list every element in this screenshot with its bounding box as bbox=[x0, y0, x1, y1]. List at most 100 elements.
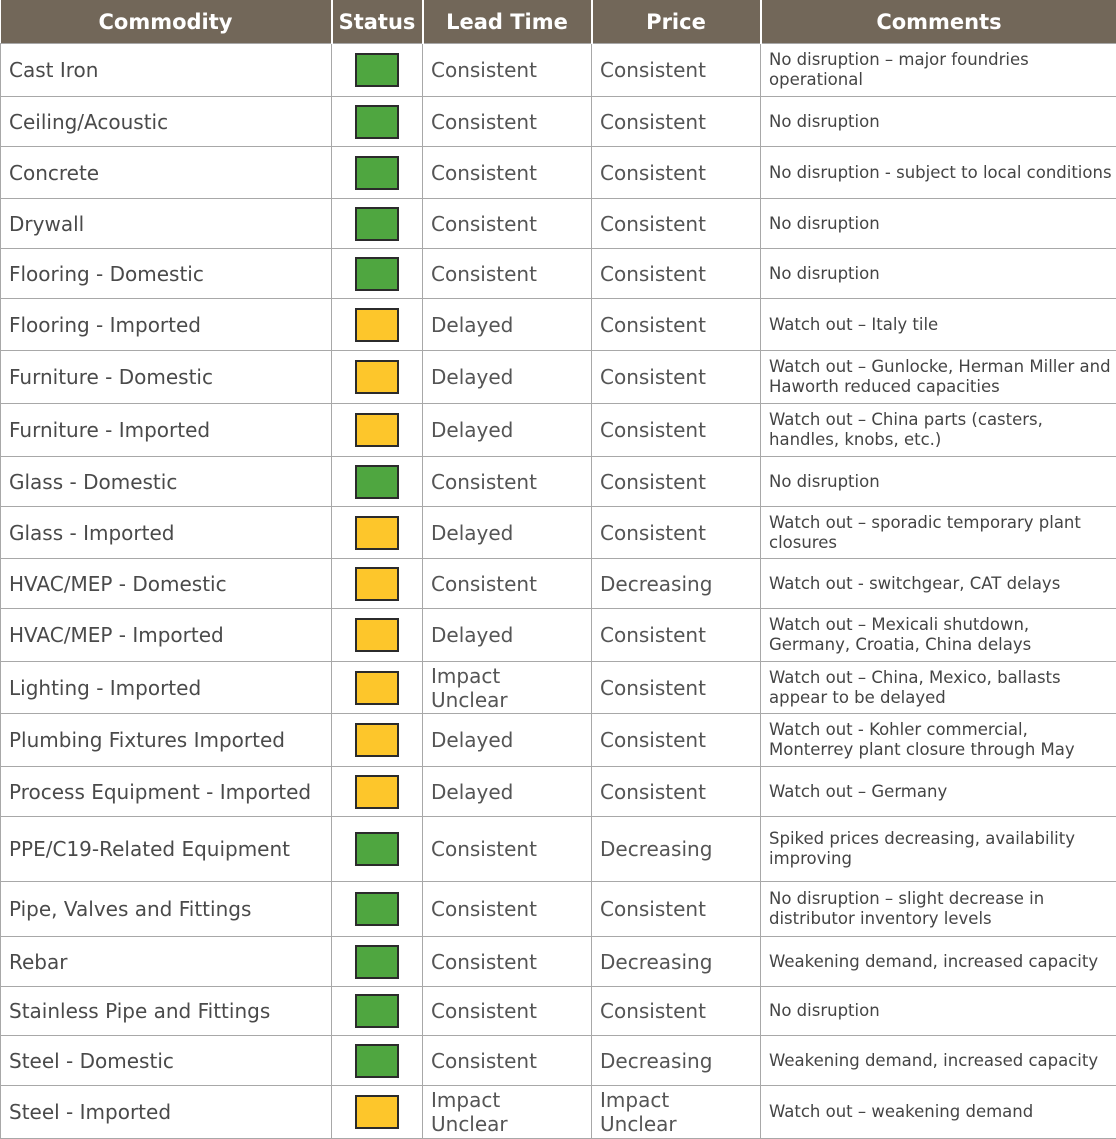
status-cell bbox=[331, 506, 423, 559]
commodity-cell: HVAC/MEP - Imported bbox=[0, 608, 332, 662]
table-row: Plumbing Fixtures Imported Delayed Consist… bbox=[0, 713, 1116, 767]
status-indicator bbox=[355, 515, 399, 550]
lead-time-cell: Impact Unclear bbox=[422, 661, 592, 714]
lead-time-cell: Consistent bbox=[422, 146, 592, 199]
comments-cell: Watch out - Kohler commercial, Monterrey… bbox=[760, 713, 1116, 767]
status-cell bbox=[331, 816, 423, 882]
comments-cell: No disruption bbox=[760, 986, 1116, 1036]
status-indicator bbox=[355, 892, 399, 926]
status-indicator bbox=[355, 206, 399, 241]
comments-cell: No disruption – major foundries operatio… bbox=[760, 43, 1116, 97]
status-cell bbox=[331, 881, 423, 937]
commodity-cell: Furniture - Domestic bbox=[0, 350, 332, 404]
commodity-cell: Furniture - Imported bbox=[0, 403, 332, 457]
column-header: Status bbox=[331, 0, 424, 44]
price-cell: Consistent bbox=[591, 506, 761, 559]
status-indicator bbox=[355, 155, 399, 190]
lead-time-cell: Consistent bbox=[422, 248, 592, 299]
comments-cell: No disruption bbox=[760, 96, 1116, 147]
lead-time-cell: Consistent bbox=[422, 96, 592, 147]
price-cell: Decreasing bbox=[591, 558, 761, 609]
status-cell bbox=[331, 1085, 423, 1139]
lead-time-cell: Consistent bbox=[422, 43, 592, 97]
lead-time-cell: Consistent bbox=[422, 881, 592, 937]
commodity-cell: Plumbing Fixtures Imported bbox=[0, 713, 332, 767]
status-cell bbox=[331, 986, 423, 1036]
status-cell bbox=[331, 198, 423, 249]
table-row: Concrete Consistent Consistent No disruptio… bbox=[0, 146, 1116, 199]
header-row: Commodity Status Lead Time Price Comments bbox=[0, 0, 1116, 44]
status-indicator bbox=[355, 104, 399, 139]
lead-time-cell: Consistent bbox=[422, 816, 592, 882]
table-row: Ceiling/Acoustic Consistent Consistent No d… bbox=[0, 96, 1116, 147]
lead-time-cell: Consistent bbox=[422, 456, 592, 507]
table-row: Glass - Domestic Consistent Consistent No d… bbox=[0, 456, 1116, 507]
table-row: HVAC/MEP - Imported Delayed Consistent Watc… bbox=[0, 608, 1116, 662]
commodity-cell: Cast Iron bbox=[0, 43, 332, 97]
status-cell bbox=[331, 248, 423, 299]
table-row: Pipe, Valves and Fittings Consistent Consi… bbox=[0, 881, 1116, 937]
price-cell: Consistent bbox=[591, 986, 761, 1036]
lead-time-cell: Delayed bbox=[422, 298, 592, 351]
commodity-cell: Concrete bbox=[0, 146, 332, 199]
table-row: Process Equipment - Imported Delayed Consi… bbox=[0, 766, 1116, 817]
comments-cell: Weakening demand, increased capacity bbox=[760, 1035, 1116, 1086]
table-row: Flooring - Imported Delayed Consistent Watc… bbox=[0, 298, 1116, 351]
lead-time-cell: Delayed bbox=[422, 350, 592, 404]
status-indicator bbox=[355, 53, 399, 87]
commodity-cell: Drywall bbox=[0, 198, 332, 249]
commodity-cell: HVAC/MEP - Domestic bbox=[0, 558, 332, 609]
commodity-cell: Steel - Domestic bbox=[0, 1035, 332, 1086]
status-indicator bbox=[355, 566, 399, 601]
table-row: Furniture - Domestic Delayed Consistent Wat… bbox=[0, 350, 1116, 404]
status-indicator bbox=[355, 670, 399, 705]
comments-cell: No disruption – slight decrease in distr… bbox=[760, 881, 1116, 937]
commodity-cell: Process Equipment - Imported bbox=[0, 766, 332, 817]
status-indicator bbox=[355, 307, 399, 342]
comments-cell: Watch out - switchgear, CAT delays bbox=[760, 558, 1116, 609]
price-cell: Consistent bbox=[591, 248, 761, 299]
lead-time-cell: Delayed bbox=[422, 506, 592, 559]
commodity-cell: Ceiling/Acoustic bbox=[0, 96, 332, 147]
lead-time-cell: Delayed bbox=[422, 608, 592, 662]
commodity-cell: Stainless Pipe and Fittings bbox=[0, 986, 332, 1036]
status-cell bbox=[331, 558, 423, 609]
status-cell bbox=[331, 298, 423, 351]
table-row: Stainless Pipe and Fittings Consistent Con… bbox=[0, 986, 1116, 1036]
status-indicator bbox=[355, 256, 399, 291]
price-cell: Consistent bbox=[591, 766, 761, 817]
price-cell: Decreasing bbox=[591, 936, 761, 987]
commodity-cell: PPE/C19-Related Equipment bbox=[0, 816, 332, 882]
status-indicator bbox=[355, 360, 399, 394]
table-body: Cast Iron Consistent Consistent No disrupti… bbox=[0, 43, 1116, 1139]
status-cell bbox=[331, 608, 423, 662]
lead-time-cell: Consistent bbox=[422, 986, 592, 1036]
status-cell bbox=[331, 936, 423, 987]
lead-time-cell: Delayed bbox=[422, 713, 592, 767]
comments-cell: No disruption bbox=[760, 248, 1116, 299]
price-cell: Consistent bbox=[591, 298, 761, 351]
price-cell: Impact Unclear bbox=[591, 1085, 761, 1139]
price-cell: Consistent bbox=[591, 661, 761, 714]
table-row: PPE/C19-Related Equipment Consistent Decre… bbox=[0, 816, 1116, 882]
table-row: Rebar Consistent Decreasing Weakening deman… bbox=[0, 936, 1116, 987]
lead-time-cell: Consistent bbox=[422, 936, 592, 987]
price-cell: Consistent bbox=[591, 96, 761, 147]
status-indicator bbox=[355, 723, 399, 757]
status-indicator bbox=[355, 774, 399, 809]
price-cell: Decreasing bbox=[591, 1035, 761, 1086]
commodity-cell: Steel - Imported bbox=[0, 1085, 332, 1139]
status-cell bbox=[331, 403, 423, 457]
table-row: HVAC/MEP - Domestic Consistent Decreasing W… bbox=[0, 558, 1116, 609]
commodity-cell: Glass - Imported bbox=[0, 506, 332, 559]
status-cell bbox=[331, 661, 423, 714]
comments-cell: No disruption bbox=[760, 198, 1116, 249]
comments-cell: No disruption bbox=[760, 456, 1116, 507]
column-header: Comments bbox=[760, 0, 1116, 44]
price-cell: Consistent bbox=[591, 608, 761, 662]
column-header: Commodity bbox=[0, 0, 333, 44]
comments-cell: Watch out – sporadic temporary plant clo… bbox=[760, 506, 1116, 559]
price-cell: Consistent bbox=[591, 198, 761, 249]
status-indicator bbox=[355, 944, 399, 979]
